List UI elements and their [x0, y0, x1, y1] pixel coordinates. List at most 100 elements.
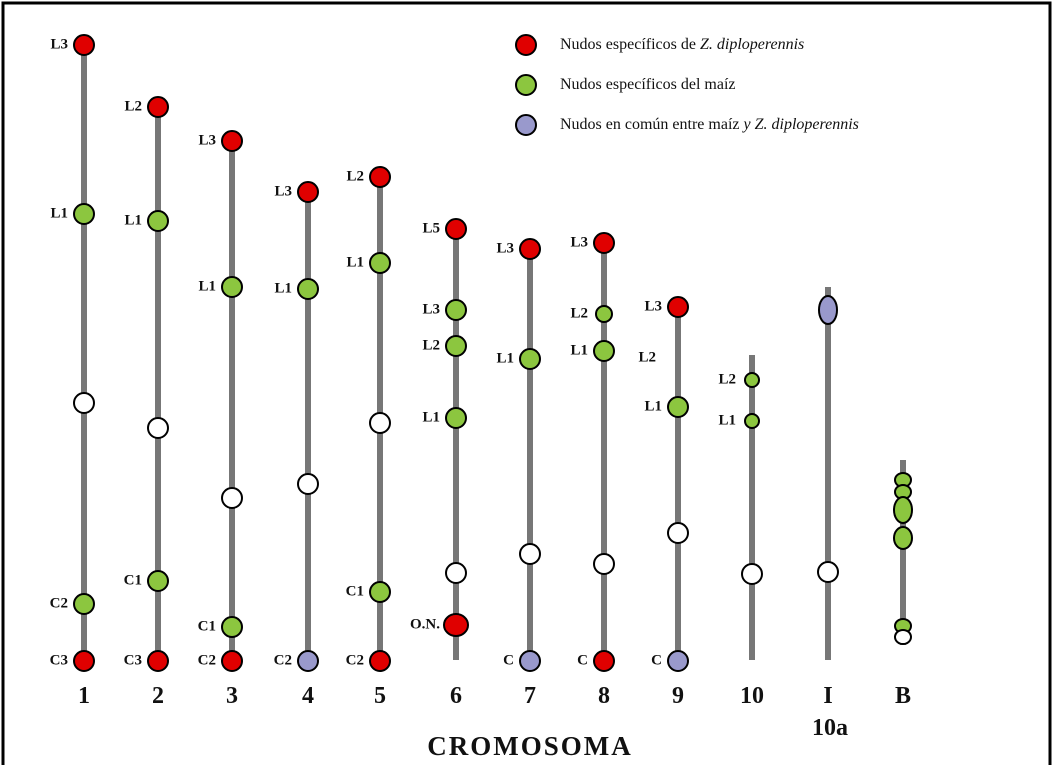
knob-label: C2	[274, 652, 292, 668]
knob-label: L2	[422, 337, 440, 353]
knob	[519, 543, 541, 565]
knob-label: L1	[496, 350, 514, 366]
knob-label: L1	[50, 205, 68, 221]
knob-label: L1	[274, 280, 292, 296]
knob-label: L2	[570, 305, 588, 321]
knob	[73, 392, 95, 414]
chromosome-label: 9	[672, 683, 684, 709]
knob	[221, 650, 243, 672]
knob-label: C2	[50, 595, 68, 611]
knob-label: L5	[422, 220, 440, 236]
knob-label: O.N.	[410, 616, 440, 632]
knob	[445, 407, 467, 429]
knob-label: L3	[274, 183, 292, 199]
knob	[445, 218, 467, 240]
knob	[667, 650, 689, 672]
knob-label: L1	[124, 212, 142, 228]
knob-label: L3	[422, 301, 440, 317]
knob	[369, 412, 391, 434]
knob	[221, 487, 243, 509]
knob	[221, 616, 243, 638]
knob-label: L3	[496, 240, 514, 256]
chromosome-label: 4	[302, 683, 314, 709]
chromosome-label: 5	[374, 683, 386, 709]
knob	[73, 34, 95, 56]
chromosome-label: 7	[524, 683, 536, 709]
knob-label: L3	[198, 132, 216, 148]
knob	[667, 296, 689, 318]
knob	[519, 650, 541, 672]
legend-text: Nudos específicos del maíz	[560, 76, 736, 93]
legend-text: Nudos específicos de	[560, 36, 696, 53]
knob	[593, 232, 615, 254]
knob	[445, 299, 467, 321]
knob-label: L3	[50, 36, 68, 52]
chromosome-label: B	[895, 683, 911, 709]
knob	[443, 613, 469, 637]
knob	[894, 629, 912, 645]
knob	[667, 396, 689, 418]
knob-label: L3	[570, 234, 588, 250]
knob	[741, 563, 763, 585]
chromosome-sublabel: 10a	[812, 715, 848, 741]
knob	[744, 372, 760, 388]
knob	[147, 96, 169, 118]
axis-title: CROMOSOMA	[427, 731, 632, 761]
chromosome-label: 10	[740, 683, 764, 709]
knob	[147, 570, 169, 592]
knob	[73, 650, 95, 672]
knob	[147, 650, 169, 672]
knob-label: L1	[198, 278, 216, 294]
knob-label: L1	[346, 254, 364, 270]
knob	[73, 593, 95, 615]
knob	[893, 496, 913, 524]
legend-italic: Z. diploperennis	[700, 36, 804, 53]
knob-label: L3	[644, 298, 662, 314]
legend-swatch	[515, 34, 537, 56]
knob	[818, 295, 838, 325]
knob-label: L1	[422, 409, 440, 425]
knob-label: L1	[570, 342, 588, 358]
knob-label: L2	[638, 349, 656, 365]
knob-label: L1	[644, 398, 662, 414]
knob	[445, 335, 467, 357]
chromosome-label: 6	[450, 683, 462, 709]
knob	[297, 278, 319, 300]
knob-label: L2	[124, 98, 142, 114]
knob	[221, 130, 243, 152]
knob-label: L2	[718, 371, 736, 387]
knob	[593, 553, 615, 575]
knob-label: C2	[346, 652, 364, 668]
knob-label: L1	[718, 412, 736, 428]
chromosome-label: I	[823, 683, 832, 709]
knob-label: C3	[124, 652, 142, 668]
knob	[369, 650, 391, 672]
knob	[667, 522, 689, 544]
chromosome-label: 8	[598, 683, 610, 709]
knob	[519, 238, 541, 260]
knob	[893, 526, 913, 550]
legend-italic: y Z. diploperennis	[742, 116, 859, 133]
knob-label: C1	[346, 583, 364, 599]
knob-label: C	[503, 652, 514, 668]
knob-label: C1	[198, 618, 216, 634]
knob	[297, 181, 319, 203]
knob	[73, 203, 95, 225]
legend-swatch	[515, 74, 537, 96]
legend-label: Nudos en común entre maíz y Z. diplopere…	[560, 116, 859, 133]
knob	[221, 276, 243, 298]
knob	[445, 562, 467, 584]
knob	[369, 252, 391, 274]
knob	[147, 210, 169, 232]
knob	[593, 340, 615, 362]
legend-text: Nudos en común entre maíz	[560, 116, 740, 133]
knob	[519, 348, 541, 370]
knob	[297, 650, 319, 672]
knob	[369, 166, 391, 188]
knob	[595, 305, 613, 323]
knob	[593, 650, 615, 672]
chromosome-label: 3	[226, 683, 238, 709]
knob-label: C1	[124, 572, 142, 588]
